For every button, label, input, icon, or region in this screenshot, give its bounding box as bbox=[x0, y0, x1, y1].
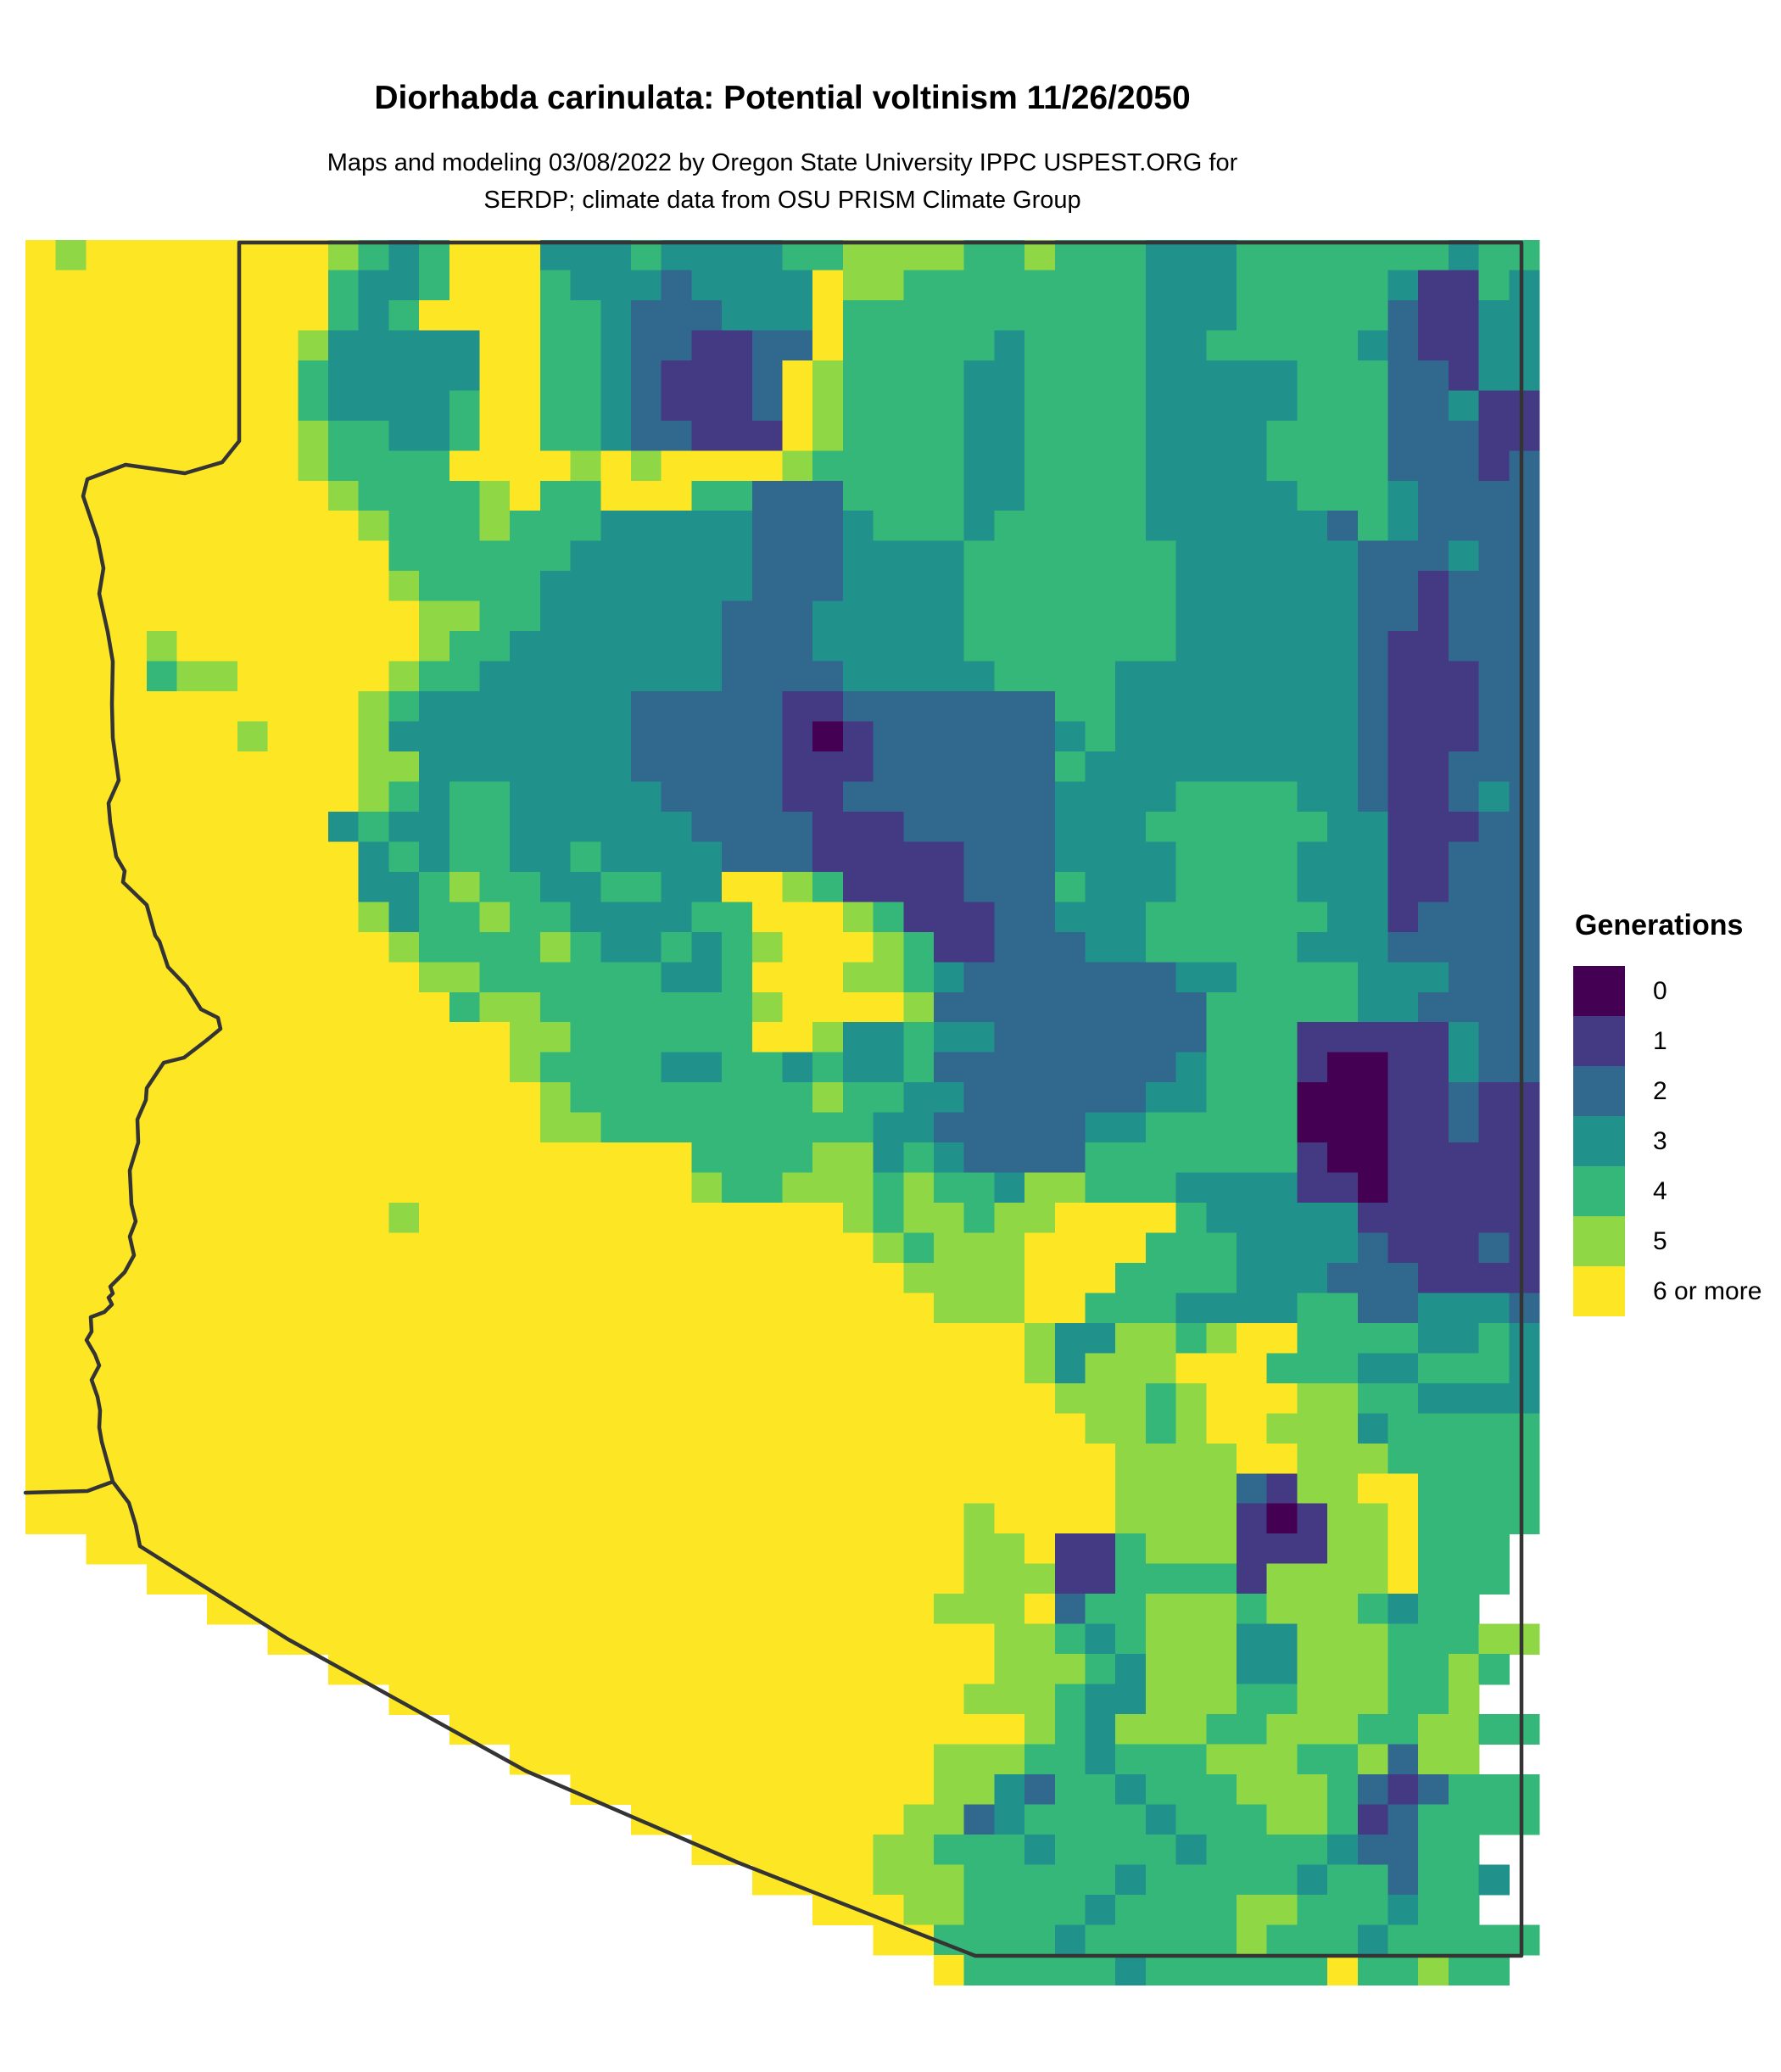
legend-swatch-2 bbox=[1573, 1066, 1625, 1116]
legend: Generations 0 1 2 3 4 5 6 or more bbox=[1573, 909, 1777, 1316]
legend-swatch-0 bbox=[1573, 966, 1625, 1016]
legend-label-6: 6 or more bbox=[1653, 1276, 1762, 1305]
legend-item: 2 bbox=[1573, 1066, 1777, 1116]
legend-label-1: 1 bbox=[1653, 1026, 1667, 1055]
map-raster bbox=[25, 240, 1540, 1985]
legend-swatch-5 bbox=[1573, 1216, 1625, 1266]
legend-label-0: 0 bbox=[1653, 976, 1667, 1005]
legend-item: 0 bbox=[1573, 966, 1777, 1016]
legend-item: 6 or more bbox=[1573, 1266, 1777, 1316]
legend-label-3: 3 bbox=[1653, 1126, 1667, 1155]
legend-item: 1 bbox=[1573, 1016, 1777, 1066]
legend-swatch-3 bbox=[1573, 1116, 1625, 1166]
legend-item: 4 bbox=[1573, 1166, 1777, 1216]
state-outline bbox=[23, 240, 1524, 1958]
legend-label-4: 4 bbox=[1653, 1176, 1667, 1205]
map-subtitle-line-2: SERDP; climate data from OSU PRISM Clima… bbox=[483, 187, 1081, 214]
legend-swatch-4 bbox=[1573, 1166, 1625, 1216]
map-subtitle: Maps and modeling 03/08/2022 by Oregon S… bbox=[25, 144, 1539, 219]
legend-swatch-1 bbox=[1573, 1016, 1625, 1066]
map-title: Diorhabda carinulata: Potential voltinis… bbox=[374, 80, 1191, 116]
legend-title: Generations bbox=[1575, 909, 1744, 941]
legend-item: 3 bbox=[1573, 1116, 1777, 1166]
legend-label-2: 2 bbox=[1653, 1076, 1667, 1105]
map-subtitle-line-1: Maps and modeling 03/08/2022 by Oregon S… bbox=[327, 149, 1238, 176]
legend-item: 5 bbox=[1573, 1216, 1777, 1266]
legend-swatch-6 bbox=[1573, 1266, 1625, 1316]
legend-label-5: 5 bbox=[1653, 1226, 1667, 1255]
